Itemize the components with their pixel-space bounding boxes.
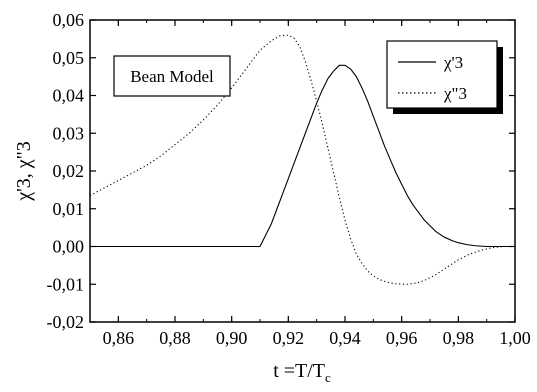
annotation-box: Bean Model — [113, 55, 231, 97]
legend-label-chi-double-prime: χ"3 — [443, 84, 467, 103]
annotation-frame — [113, 55, 231, 97]
y-tick-label: 0,03 — [53, 123, 85, 143]
x-tick-label: 0,94 — [329, 328, 361, 348]
series-layer — [89, 34, 515, 285]
y-tick-label: 0,06 — [53, 10, 85, 30]
legend-frame — [386, 40, 498, 109]
legend: χ'3 χ"3 — [386, 40, 503, 114]
x-axis-ticks: 0,86 0,88 0,90 0,92 0,94 0,96 0,98 1,00 — [89, 20, 531, 348]
series-chi-prime-line — [90, 64, 515, 248]
x-tick-label: 0,92 — [273, 328, 305, 348]
y-tick-label: -0,01 — [47, 274, 85, 294]
x-tick-label: 0,88 — [159, 328, 191, 348]
x-tick-label: 0,86 — [103, 328, 135, 348]
y-axis-ticks: -0,02 -0,01 0,00 0,01 0,02 0,03 0,04 0,05 0,06 — [47, 10, 515, 332]
y-tick-label: 0,05 — [53, 48, 85, 68]
x-axis-label: t =T/Tc — [273, 360, 331, 385]
x-axis-label-main: t =T/T — [273, 360, 325, 382]
y-tick-label: 0,02 — [53, 161, 85, 181]
svg-text:t =T/Tc: t =T/Tc — [273, 360, 331, 385]
legend-label-chi-prime: χ'3 — [443, 53, 463, 72]
y-tick-label: 0,01 — [53, 199, 85, 219]
y-tick-label: 0,04 — [53, 86, 85, 106]
y-axis-label: χ'3, χ"3 — [13, 141, 35, 202]
x-tick-label: 0,98 — [443, 328, 475, 348]
x-tick-label: 1,00 — [499, 328, 531, 348]
x-tick-label: 0,96 — [386, 328, 418, 348]
x-axis-label-subscript: c — [325, 370, 331, 385]
y-tick-label: -0,02 — [47, 312, 85, 332]
annotation-text: Bean Model — [130, 67, 214, 86]
x-tick-label: 0,90 — [216, 328, 248, 348]
y-tick-label: 0,00 — [53, 237, 85, 257]
